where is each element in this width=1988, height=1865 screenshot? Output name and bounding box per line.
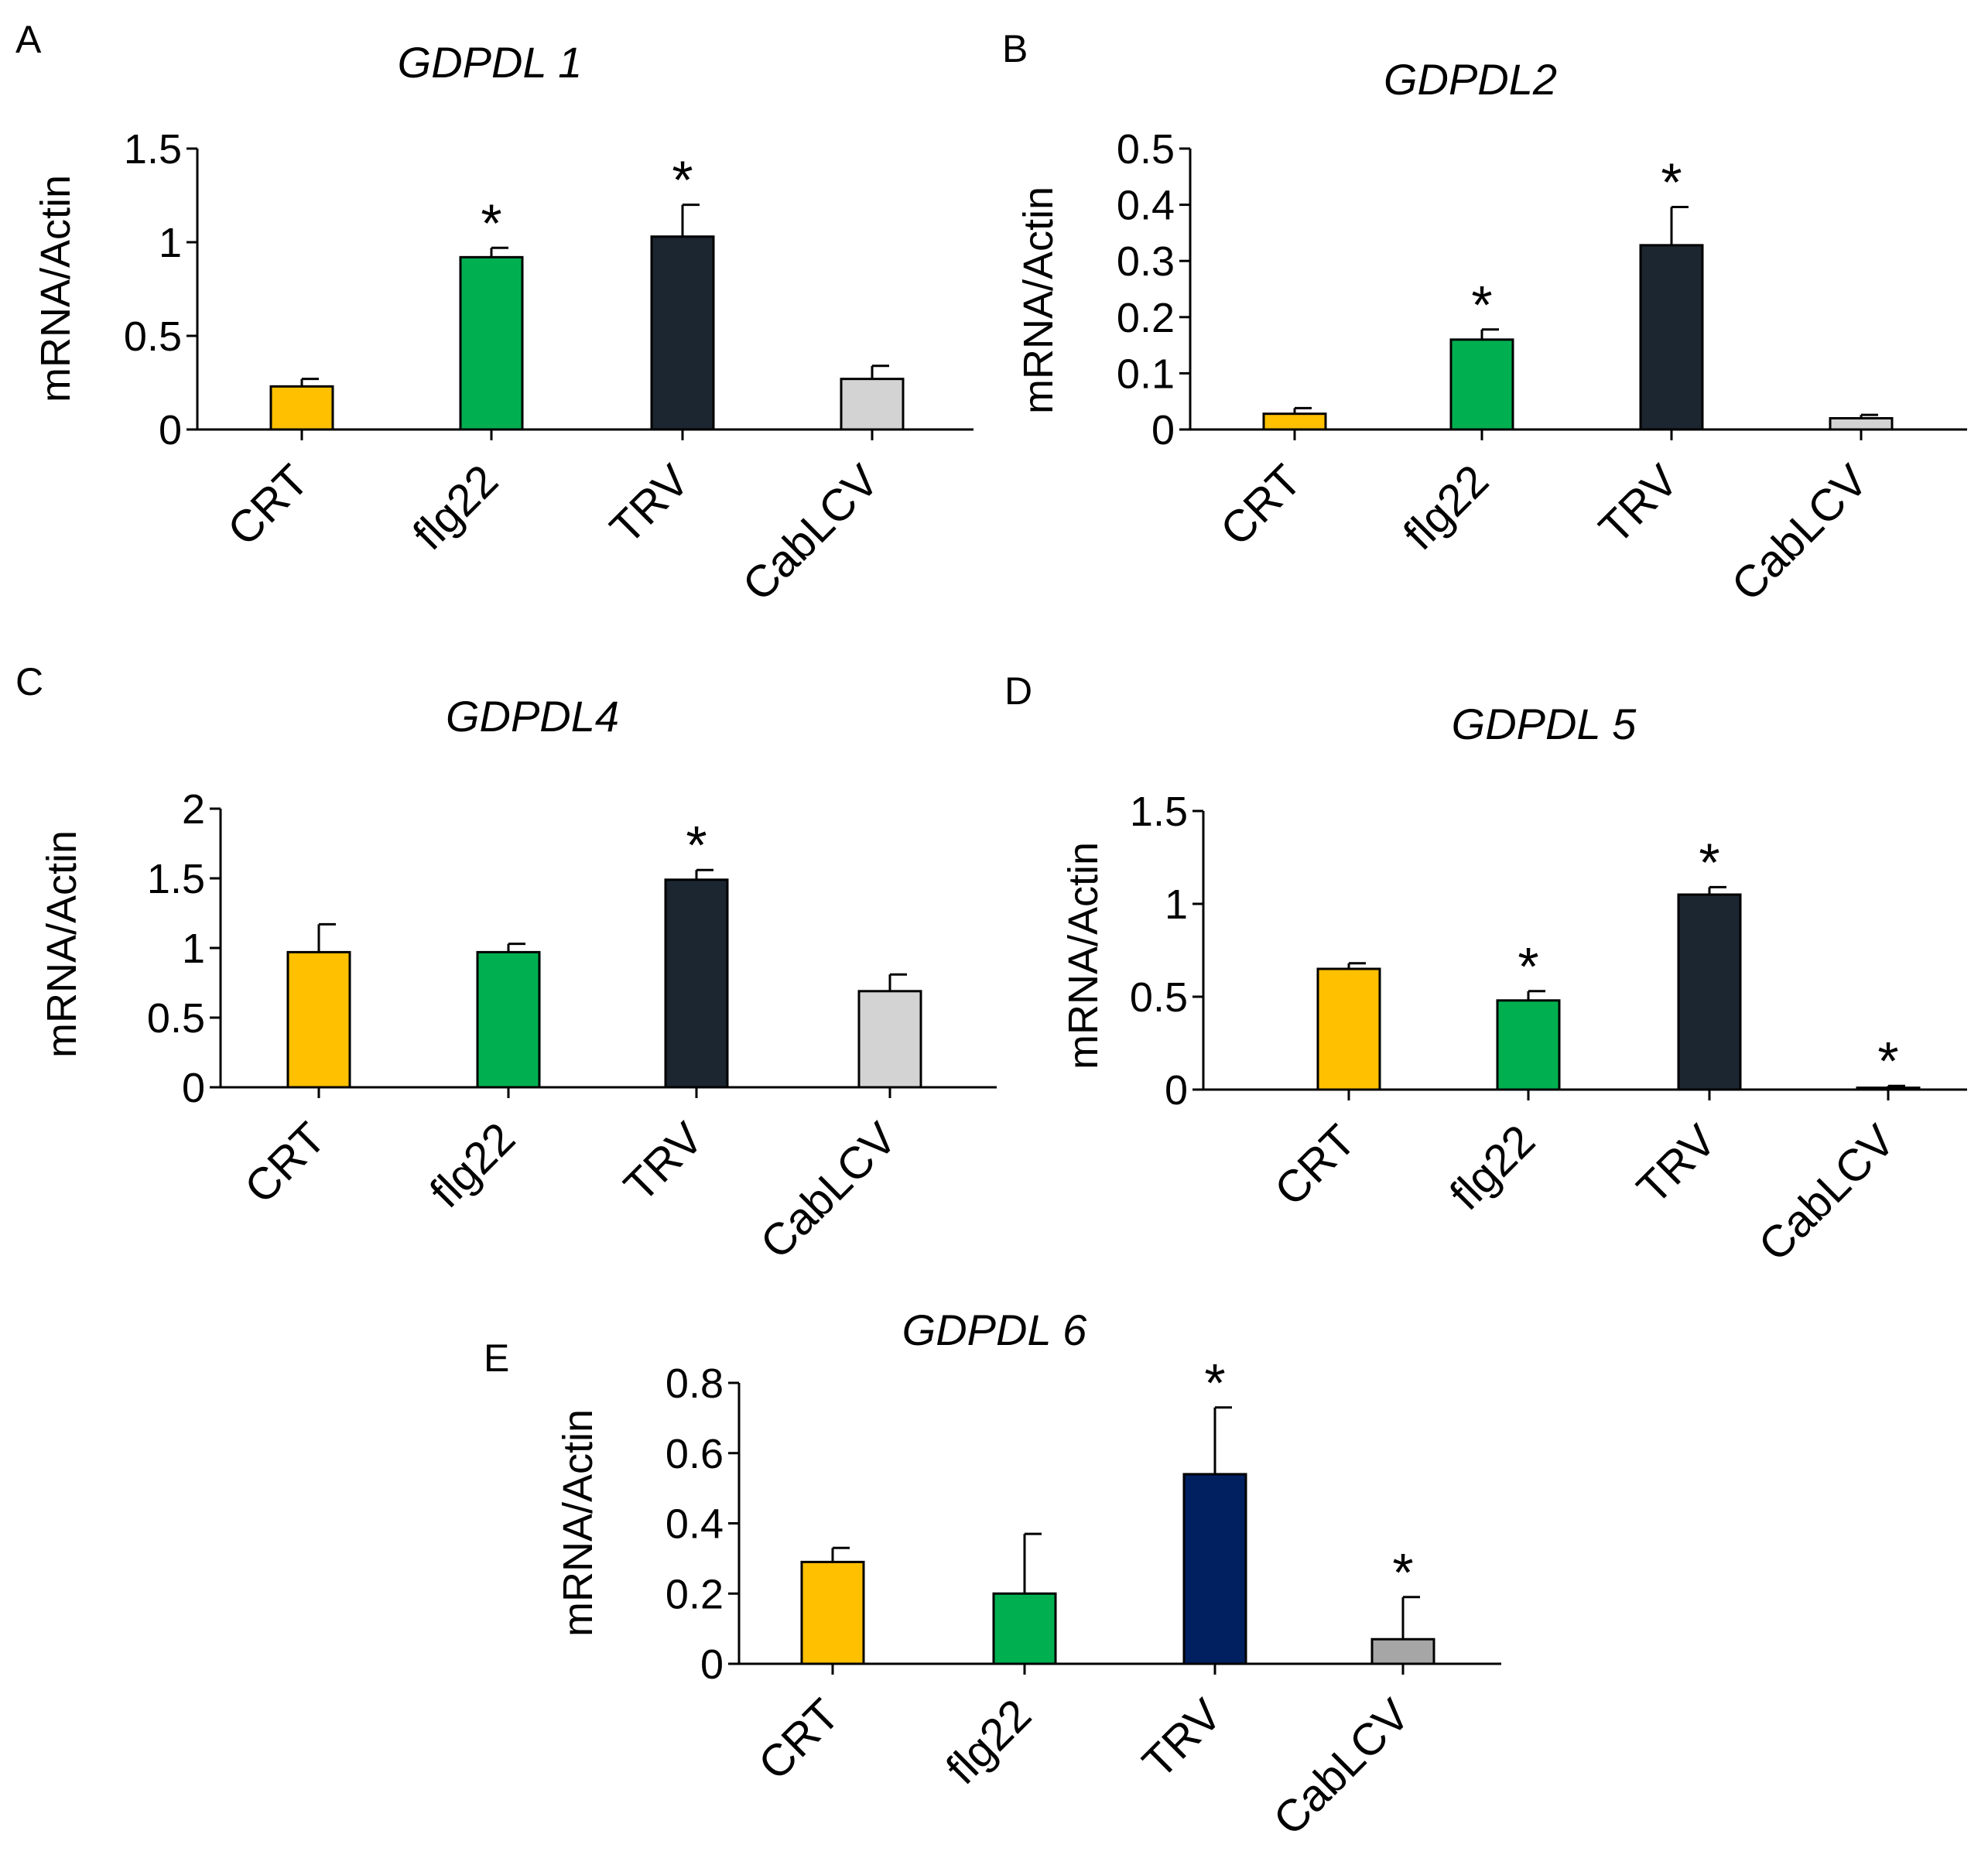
panel-d-significance-flg22: * [1518,936,1538,997]
panel-e-bar-crt [800,1560,865,1665]
panel-d-bar-cablcv [1856,1086,1921,1091]
panel-c-significance-trv: * [686,815,707,875]
panel-b-bar-cablcv [1829,416,1894,431]
panel-a-y-tick-label: 1.5 [124,126,182,173]
panel-a-category-label-trv: TRV [601,455,699,553]
panel-c-category-label-cablcv: CabLCV [751,1113,906,1268]
panel-b-y-tick-label: 0.3 [1117,238,1175,285]
panel-c-y-tick-label: 2 [182,786,205,833]
panel-d-y-tick-label: 0.5 [1130,974,1188,1021]
panel-d-y-tick-label: 1.5 [1130,789,1188,835]
panel-a-significance-flg22: * [481,193,501,253]
panel-a-y-tick-label: 0 [159,407,182,453]
panel-c-bar-crt [286,950,351,1089]
panel-d-bar-trv [1677,893,1742,1091]
panel-c-bar-flg22 [476,950,541,1089]
panel-d-title: GDPDL 5 [1452,700,1637,748]
panel-e-bar-cablcv [1370,1637,1435,1665]
panel-b-significance-trv: * [1661,152,1682,213]
panel-d-category-label-flg22: flg22 [1440,1115,1545,1220]
panel-c-category-label-crt: CRT [235,1113,336,1213]
panel-d-bar-crt [1316,967,1381,1091]
panel-e-category-label-cablcv: CabLCV [1264,1689,1419,1845]
panel-b-y-tick-label: 0.2 [1117,295,1175,341]
panel-d-y-tick-label: 1 [1165,881,1188,928]
panel-e-y-tick-label: 0.8 [666,1360,724,1407]
panel-a-y-tick-label: 1 [159,220,182,266]
panel-a-y-tick-label: 0.5 [124,313,182,360]
panel-e-significance-cablcv: * [1392,1542,1413,1603]
panel-d-y-tick-label: 0 [1165,1067,1188,1114]
panel-b-category-label-crt: CRT [1211,455,1312,556]
panel-a-category-label-flg22: flg22 [403,455,508,560]
panel-a-bar-flg22 [459,255,524,431]
panel-c-y-axis-label: mRNA/Actin [39,830,85,1058]
panel-d-category-label-cablcv: CabLCV [1749,1115,1904,1271]
panel-b-y-tick-label: 0 [1151,407,1175,453]
panel-a-y-axis-label: mRNA/Actin [33,175,79,402]
panel-a-bar-cablcv [840,378,905,431]
panel-e-letter: E [484,1336,509,1380]
panel-b-bar-trv [1639,244,1704,431]
panel-a-category-label-cablcv: CabLCV [733,455,888,611]
panel-a-bar-crt [269,385,334,431]
panel-a-title: GDPDL 1 [398,38,583,87]
panel-e-significance-trv: * [1204,1353,1225,1413]
panel-b-category-label-trv: TRV [1589,455,1688,553]
panel-e-y-tick-label: 0 [700,1641,724,1688]
panel-d-category-label-crt: CRT [1265,1115,1366,1216]
panel-d-bar-flg22 [1496,999,1561,1091]
panel-c-bar-cablcv [857,990,922,1089]
panel-e-bar-trv [1182,1473,1247,1665]
panel-b-significance-flg22: * [1471,275,1492,335]
panel-a-letter: A [15,18,42,61]
panel-b-bar-flg22 [1449,338,1514,431]
panel-b-category-label-flg22: flg22 [1394,455,1498,560]
panel-d-category-label-trv: TRV [1627,1115,1726,1213]
panel-d-significance-trv: * [1699,832,1719,892]
panel-e-y-axis-label: mRNA/Actin [555,1409,601,1637]
panel-b-y-tick-label: 0.5 [1117,126,1175,173]
panel-e-y-tick-label: 0.6 [666,1431,724,1477]
panel-d-significance-cablcv: * [1877,1031,1898,1091]
panel-c-y-tick-label: 1 [182,926,205,972]
panel-c-category-label-trv: TRV [614,1113,713,1211]
panel-c-y-tick-label: 0.5 [147,995,205,1042]
panel-e-category-label-trv: TRV [1133,1689,1231,1788]
panel-e-bar-flg22 [992,1592,1057,1665]
panel-c-letter: C [15,660,43,703]
panel-b-y-tick-label: 0.1 [1117,351,1175,397]
panel-b-title: GDPDL2 [1384,55,1557,104]
panel-b-y-tick-label: 0.4 [1117,183,1175,229]
panel-c-y-tick-label: 1.5 [147,856,205,902]
panel-c-title: GDPDL4 [446,692,619,741]
panel-a-bar-trv [650,235,715,431]
panel-c-bar-trv [664,878,729,1089]
panel-c-category-label-flg22: flg22 [420,1113,525,1217]
panel-b-category-label-cablcv: CabLCV [1722,455,1877,611]
panel-a-significance-trv: * [672,150,693,210]
panel-b-y-axis-label: mRNA/Actin [1015,186,1062,414]
panel-c-y-tick-label: 0 [182,1065,205,1111]
panel-b-letter: B [1002,27,1028,70]
panel-e-y-tick-label: 0.2 [666,1571,724,1617]
panel-a-category-label-crt: CRT [218,455,319,556]
panel-d-letter: D [1004,669,1032,713]
panel-e-category-label-flg22: flg22 [936,1689,1041,1794]
panel-e-title: GDPDL 6 [902,1306,1087,1354]
panel-d-y-axis-label: mRNA/Actin [1060,842,1107,1069]
panel-e-y-tick-label: 0.4 [666,1501,724,1548]
panel-e-category-label-crt: CRT [749,1689,850,1790]
panel-b-bar-crt [1262,412,1327,431]
